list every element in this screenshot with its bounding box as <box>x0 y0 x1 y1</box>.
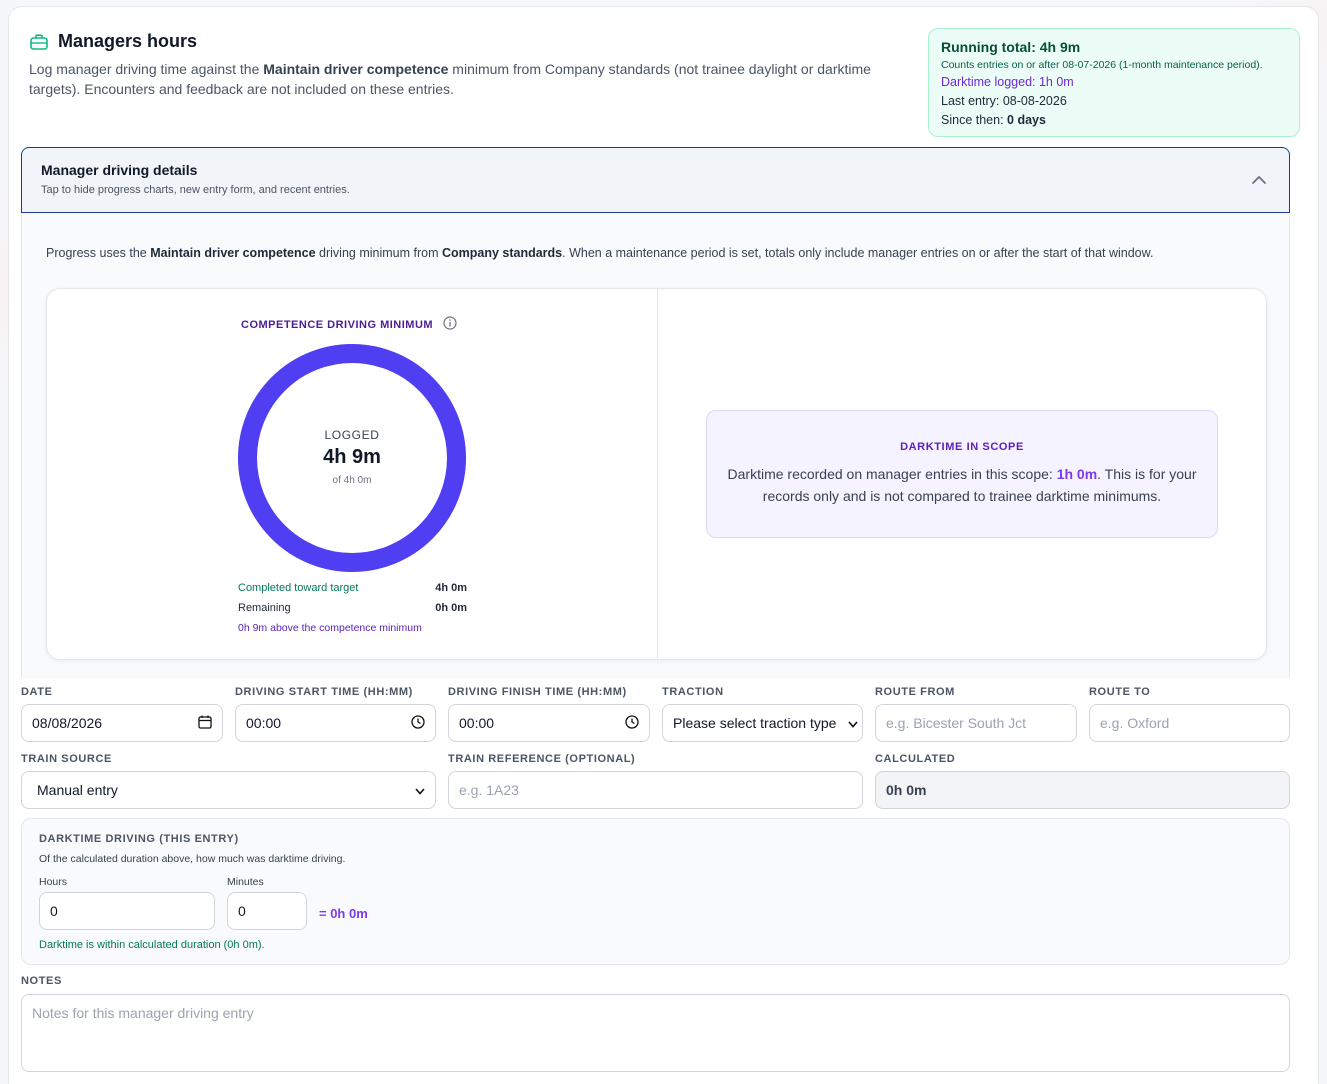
darktime-hours-input[interactable]: 0 <box>39 892 215 930</box>
progress-intro: Progress uses the Maintain driver compet… <box>46 246 1154 260</box>
header: Managers hours Log manager driving time … <box>29 31 909 99</box>
darktime-minutes-input[interactable]: 0 <box>227 892 307 930</box>
remaining-value: 0h 0m <box>435 602 467 614</box>
competence-stats: Completed toward target 4h 0m Remaining 0h… <box>238 582 467 634</box>
competence-progress-ring <box>238 344 466 572</box>
darktime-logged: Darktime logged: 1h 0m <box>941 75 1074 89</box>
last-entry: Last entry: 08-08-2026 <box>941 94 1067 108</box>
accordion-title: Manager driving details <box>41 162 198 178</box>
divider <box>657 289 658 659</box>
completed-label: Completed toward target <box>238 582 359 594</box>
hours-label: Hours <box>39 876 68 888</box>
running-total: Running total: 4h 9m <box>941 39 1081 55</box>
train-reference-input[interactable]: e.g. 1A23 <box>448 771 863 809</box>
ring-center: LOGGED 4h 9m of 4h 0m <box>237 343 467 573</box>
target-value: of 4h 0m <box>332 475 372 486</box>
traction-label: TRACTION <box>662 686 724 698</box>
traction-select[interactable]: Please select traction type <box>662 704 863 742</box>
darktime-scope-text: Darktime recorded on manager entries in … <box>727 466 1197 504</box>
completed-value: 4h 0m <box>435 582 467 594</box>
train-source-label: TRAIN SOURCE <box>21 753 112 765</box>
logged-label: LOGGED <box>324 428 380 442</box>
briefcase-icon <box>29 32 49 52</box>
train-source-select[interactable]: Manual entry <box>21 771 436 809</box>
start-time-label: DRIVING START TIME (HH:MM) <box>235 686 413 698</box>
progress-chart-card: COMPETENCE DRIVING MINIMUM LOGGED 4h 9m … <box>46 288 1267 660</box>
manager-driving-details-toggle[interactable]: Manager driving details Tap to hide prog… <box>21 147 1290 213</box>
finish-time-input[interactable]: 00:00 <box>448 704 650 742</box>
page-description: Log manager driving time against the Mai… <box>29 61 871 97</box>
route-from-label: ROUTE FROM <box>875 686 955 698</box>
calculated-duration: 0h 0m <box>875 771 1290 809</box>
notes-textarea[interactable]: Notes for this manager driving entry <box>21 994 1290 1072</box>
darktime-entry-section: DARKTIME DRIVING (THIS ENTRY) Of the cal… <box>21 818 1290 965</box>
darktime-scope-title: DARKTIME IN SCOPE <box>900 441 1024 453</box>
running-total-panel: Running total: 4h 9m Counts entries on o… <box>928 28 1300 137</box>
route-to-label: ROUTE TO <box>1089 686 1151 698</box>
logged-value: 4h 9m <box>323 446 381 468</box>
clock-icon[interactable] <box>625 714 639 732</box>
chevron-down-icon <box>415 782 425 798</box>
date-label: DATE <box>21 686 53 698</box>
chevron-up-icon <box>1251 172 1267 190</box>
calendar-icon[interactable] <box>198 715 212 732</box>
darktime-total: = 0h 0m <box>319 906 368 921</box>
ring-progress-arc <box>238 344 466 572</box>
train-reference-label: TRAIN REFERENCE (OPTIONAL) <box>448 753 636 765</box>
minutes-label: Minutes <box>227 876 264 888</box>
darktime-title: DARKTIME DRIVING (THIS ENTRY) <box>39 833 239 845</box>
above-minimum-note: 0h 9m above the competence minimum <box>238 622 422 634</box>
remaining-label: Remaining <box>238 602 291 614</box>
darktime-in-scope-box: DARKTIME IN SCOPE Darktime recorded on m… <box>706 410 1218 538</box>
date-input[interactable]: 08/08/2026 <box>21 704 223 742</box>
page-title: Managers hours <box>58 31 198 51</box>
route-to-input[interactable]: e.g. Oxford <box>1089 704 1290 742</box>
clock-icon[interactable] <box>411 714 425 732</box>
darktime-help: Of the calculated duration above, how mu… <box>39 853 346 865</box>
start-time-input[interactable]: 00:00 <box>235 704 436 742</box>
calculated-label: CALCULATED <box>875 753 956 765</box>
route-from-input[interactable]: e.g. Bicester South Jct <box>875 704 1077 742</box>
info-icon[interactable] <box>443 316 457 333</box>
since-then: Since then: 0 days <box>941 113 1046 127</box>
counts-note: Counts entries on or after 08-07-2026 (1… <box>941 59 1263 71</box>
finish-time-label: DRIVING FINISH TIME (HH:MM) <box>448 686 627 698</box>
details-panel: Progress uses the Maintain driver compet… <box>21 213 1290 678</box>
darktime-validation: Darktime is within calculated duration (… <box>39 939 265 951</box>
accordion-subtitle: Tap to hide progress charts, new entry f… <box>41 184 350 196</box>
chevron-down-icon <box>848 715 858 731</box>
notes-label: NOTES <box>21 975 62 987</box>
competence-title: COMPETENCE DRIVING MINIMUM <box>241 316 457 333</box>
